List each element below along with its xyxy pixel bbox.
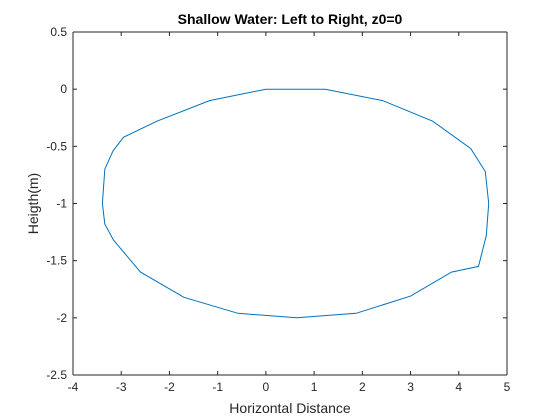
series-layer: [101, 88, 490, 319]
x-tick-label: 5: [504, 380, 511, 394]
x-tick-label: 0: [263, 380, 270, 394]
y-tick-label: -2.5: [46, 368, 67, 382]
x-tick-label: 3: [407, 380, 414, 394]
x-tick-label: -1: [212, 380, 223, 394]
y-tick-label: 0: [60, 82, 67, 96]
x-axis-label: Horizontal Distance: [229, 400, 351, 416]
x-tick-label: -4: [68, 380, 79, 394]
y-tick-label: -0.5: [46, 139, 67, 153]
y-axis-label: Heigth(m): [25, 173, 41, 234]
x-tick-label: 1: [311, 380, 318, 394]
x-tick-label: 2: [359, 380, 366, 394]
plot-area: [73, 32, 507, 375]
y-tick-label: -2: [56, 311, 67, 325]
x-tick-label: 4: [455, 380, 462, 394]
y-tick-label: -1.5: [46, 254, 67, 268]
series-line-1: [101, 88, 490, 319]
ticks-layer: -4 -3 -2 -1 0 1 2 3 4 5 -2.5 -2 -1.5 -1 -0.5 0 0.5: [46, 25, 510, 394]
y-tick-label: -1: [56, 197, 67, 211]
x-tick-label: -3: [116, 380, 127, 394]
y-tick-label: 0.5: [50, 25, 67, 39]
chart-title: Shallow Water: Left to Right, z0=0: [178, 11, 403, 27]
x-tick-label: -2: [164, 380, 175, 394]
